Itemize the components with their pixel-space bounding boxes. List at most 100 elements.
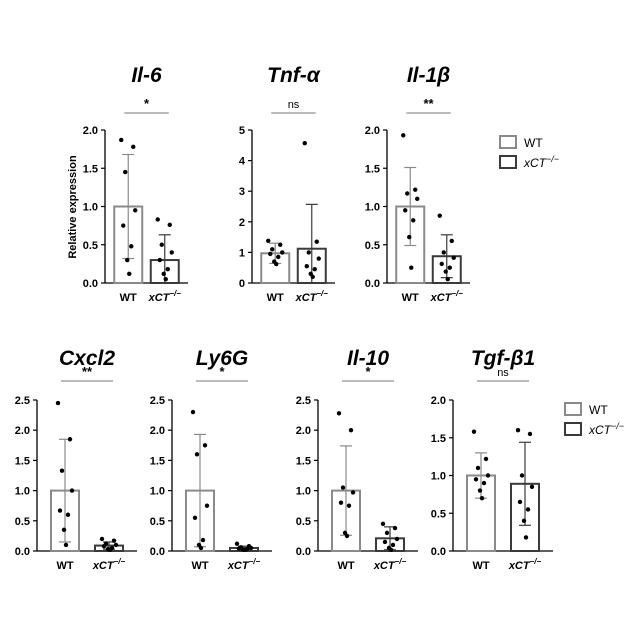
data-point: [530, 485, 534, 489]
data-point: [278, 243, 282, 247]
data-point: [191, 410, 195, 414]
y-tick-label: 2: [239, 217, 245, 229]
data-point: [193, 516, 197, 520]
panel-7: Tgf-β10.00.51.01.52.0WTxCT−/−ns: [431, 347, 553, 572]
x-tick-label: WT: [472, 560, 489, 572]
data-point: [516, 428, 520, 432]
y-tick-label: 2.5: [15, 395, 30, 407]
data-point: [305, 264, 309, 268]
data-point: [347, 504, 351, 508]
x-tick-label: WT: [120, 292, 137, 304]
y-tick-label: 0.0: [365, 278, 380, 290]
data-point: [243, 548, 247, 552]
x-tick-label: xCT−/−: [227, 557, 261, 572]
y-tick-label: 0.0: [431, 546, 446, 558]
data-point: [518, 500, 522, 504]
panel-title: Il-1β: [407, 64, 450, 87]
x-tick-label: xCT−/−: [295, 289, 329, 304]
y-tick-label: 4: [239, 156, 246, 168]
data-point: [66, 513, 70, 517]
panel-6: Il-100.00.51.01.52.02.5WTxCT−/−*: [296, 347, 418, 572]
data-point: [195, 452, 199, 456]
y-tick-label: 0.0: [15, 546, 30, 558]
data-point: [313, 267, 317, 271]
panel-title: Il-6: [131, 64, 162, 87]
y-tick-label: 2.0: [296, 425, 311, 437]
data-point: [438, 213, 442, 217]
data-point: [381, 522, 385, 526]
panel-2: Tnf-α012345WTxCT−/−ns: [239, 64, 335, 304]
data-point: [268, 252, 272, 256]
x-tick-label-superscript: −/−: [530, 557, 542, 566]
x-tick-label: xCT−/−: [92, 557, 126, 572]
x-tick-label: WT: [191, 560, 208, 572]
data-point: [442, 250, 446, 254]
data-point: [102, 544, 106, 548]
data-point: [524, 535, 528, 539]
data-point: [401, 133, 405, 137]
data-point: [452, 256, 456, 260]
data-point: [166, 267, 170, 271]
y-tick-label: 0.5: [296, 516, 311, 528]
data-point: [276, 255, 280, 259]
data-point: [480, 496, 484, 500]
data-point: [345, 534, 349, 538]
data-point: [123, 170, 127, 174]
data-point: [274, 262, 278, 266]
legend-2: WTxCT−/−: [565, 403, 624, 437]
legend-swatch: [500, 156, 516, 168]
panel-3: Il-1β0.00.51.01.52.0WTxCT−/−**: [365, 64, 470, 304]
legend-swatch: [500, 136, 516, 148]
x-tick-label: WT: [337, 560, 354, 572]
data-point: [56, 401, 60, 405]
data-point: [474, 477, 478, 481]
data-point: [311, 275, 315, 279]
data-point: [383, 540, 387, 544]
significance-label: **: [82, 364, 93, 379]
data-point: [341, 485, 345, 489]
data-point: [280, 250, 284, 254]
legend-label-superscript: −/−: [611, 421, 624, 431]
y-tick-label: 1: [239, 247, 245, 259]
legend-label-superscript: −/−: [546, 154, 559, 164]
legend-swatch: [565, 423, 581, 435]
panel-4: Cxcl20.00.51.01.52.02.5WTxCT−/−**: [15, 347, 137, 572]
y-tick-label: 1.5: [431, 433, 446, 445]
data-point: [450, 239, 454, 243]
data-point: [129, 244, 133, 248]
y-tick-label: 1.5: [365, 163, 380, 175]
y-tick-label: 1.0: [431, 471, 446, 483]
x-tick-label: WT: [402, 292, 419, 304]
y-tick-label: 1.5: [15, 455, 30, 467]
significance-label: ns: [288, 99, 300, 111]
y-tick-label: 5: [239, 125, 245, 137]
data-point: [484, 457, 488, 461]
data-point: [62, 528, 66, 532]
legend-label: xCT−/−: [588, 421, 624, 437]
data-point: [114, 543, 118, 547]
data-point: [472, 430, 476, 434]
data-point: [444, 269, 448, 273]
data-point: [160, 243, 164, 247]
data-point: [478, 488, 482, 492]
y-tick-label: 0.5: [83, 240, 98, 252]
y-tick-label: 1.5: [150, 455, 165, 467]
data-point: [133, 208, 137, 212]
significance-label: **: [423, 96, 434, 111]
data-point: [237, 546, 241, 550]
y-tick-label: 1.0: [15, 486, 30, 498]
data-point: [164, 277, 168, 281]
data-point: [249, 546, 253, 550]
data-point: [156, 217, 160, 221]
data-point: [270, 247, 274, 251]
data-point: [203, 443, 207, 447]
data-point: [403, 208, 407, 212]
x-tick-label-superscript: −/−: [114, 557, 126, 566]
legend-label: xCT−/−: [523, 154, 559, 170]
data-point: [528, 432, 532, 436]
data-point: [476, 466, 480, 470]
data-point: [201, 538, 205, 542]
data-point: [119, 138, 123, 142]
data-point: [158, 258, 162, 262]
legend-1: WTxCT−/−: [500, 136, 559, 170]
